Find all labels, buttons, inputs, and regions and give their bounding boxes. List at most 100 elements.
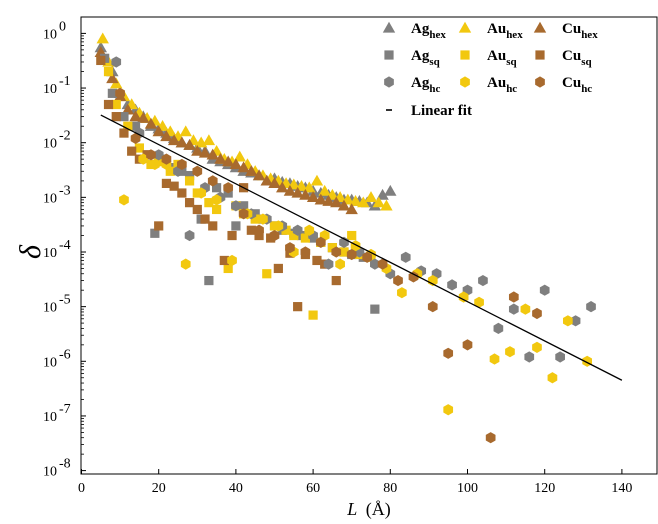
legend-label: Cusq [562, 48, 592, 68]
point-au-hc [563, 315, 573, 327]
point-cu-hex [276, 181, 289, 193]
legend-marker-au-sq [460, 50, 470, 60]
point-au-hc [532, 341, 542, 353]
y-tick-label: 10 [43, 301, 57, 316]
point-cu-hc [377, 258, 388, 270]
point-cu-hc [161, 153, 172, 165]
point-cu-sq [273, 263, 283, 274]
point-au-hex [202, 134, 216, 146]
point-au-hex [233, 150, 246, 162]
point-cu-hc [362, 251, 372, 263]
y-tick-exponent: -1 [59, 74, 71, 89]
point-cu-sq [111, 112, 121, 122]
point-au-hc [443, 404, 454, 416]
x-tick-label: 60 [306, 481, 320, 496]
point-cu-hex [106, 72, 119, 84]
point-au-hex [364, 191, 378, 202]
legend-marker-cu-hex [533, 21, 547, 33]
point-ag-hc [478, 274, 488, 287]
legend-label-main: Cu [562, 21, 581, 37]
point-cu-hex [160, 130, 173, 142]
x-tick-label: 20 [152, 481, 166, 496]
point-ag-hc [539, 284, 550, 296]
point-au-hc [458, 291, 469, 303]
axis-ticks: 0 20 40 60 80 100 120 14010-810-710-610-510-410… [43, 19, 632, 496]
y-tick-label: 10 [43, 465, 57, 480]
x-tick-label: 0 [78, 481, 85, 496]
point-au-hex [318, 184, 331, 196]
point-au-hc [474, 296, 484, 308]
point-cu-hex [291, 186, 304, 198]
point-cu-hex [121, 103, 135, 115]
point-cu-sq [103, 99, 114, 110]
y-tick-label: 10 [43, 355, 57, 370]
y-tick-label: 10 [43, 191, 57, 206]
point-ag-hc [447, 279, 457, 291]
y-axis-title: δ [14, 244, 47, 259]
point-au-sq [281, 225, 291, 235]
point-cu-hc [130, 132, 141, 144]
point-cu-sq [312, 255, 322, 266]
point-cu-hex [229, 158, 243, 170]
y-tick-label: 10 [43, 27, 57, 42]
point-cu-hc [192, 165, 203, 177]
point-au-hc [304, 224, 315, 236]
legend-label-sub: hc [581, 83, 592, 95]
point-au-hex [357, 196, 370, 208]
legend-label-main: Cu [562, 75, 581, 91]
point-cu-sq [246, 225, 256, 235]
point-cu-hc [285, 242, 295, 254]
point-au-sq [300, 233, 310, 243]
point-cu-sq [192, 204, 202, 215]
y-tick-label: 10 [43, 410, 57, 425]
point-cu-sq [154, 221, 164, 231]
x-axis-title: L (Å) [346, 499, 391, 520]
point-cu-sq [227, 230, 237, 241]
legend-marker-au-hex [458, 21, 472, 33]
point-ag-sq [204, 275, 214, 286]
point-cu-hex [129, 110, 142, 122]
point-ag-hc [292, 224, 303, 236]
point-au-sq [204, 198, 214, 208]
point-cu-hc [462, 339, 473, 351]
point-au-hc [335, 258, 345, 270]
legend-marker-cu-hc [535, 76, 545, 88]
point-cu-sq [177, 188, 187, 198]
point-cu-hc [115, 87, 125, 99]
point-au-sq [347, 230, 357, 241]
point-ag-hc [570, 315, 581, 327]
legend-label-main: Cu [562, 48, 581, 64]
point-cu-sq [127, 146, 137, 156]
point-cu-hex [183, 138, 196, 150]
x-axis-title-unit: (Å) [366, 499, 391, 520]
legend-label-sub: hex [506, 29, 523, 41]
point-cu-hc [408, 271, 419, 283]
y-tick-label: 10 [43, 246, 57, 261]
point-au-sq [223, 263, 233, 274]
plot-frame [80, 16, 658, 475]
point-au-hex [310, 174, 324, 186]
legend-label: Auhex [487, 21, 523, 41]
point-ag-hex [384, 184, 397, 196]
point-ag-sq [212, 183, 222, 193]
legend-label: Agsq [411, 48, 441, 68]
point-au-sq [111, 99, 121, 110]
point-au-sq [184, 176, 195, 186]
point-cu-hc [508, 291, 519, 303]
point-ag-hex [376, 188, 389, 200]
point-cu-sq [169, 181, 179, 191]
point-au-hc [211, 194, 222, 206]
y-tick-exponent: -2 [59, 129, 71, 144]
point-cu-hex [330, 196, 343, 208]
point-cu-sq [119, 128, 129, 138]
point-ag-hc [370, 258, 380, 270]
point-cu-hc [346, 248, 357, 261]
point-cu-hex [167, 134, 181, 146]
legend-marker-ag-hex [382, 21, 396, 33]
point-cu-sq [331, 275, 341, 286]
point-cu-hc [300, 246, 311, 258]
y-tick-exponent: -5 [59, 293, 71, 308]
point-au-sq [103, 66, 114, 77]
point-cu-hc [146, 149, 156, 161]
legend-label-main: Au [487, 48, 506, 64]
